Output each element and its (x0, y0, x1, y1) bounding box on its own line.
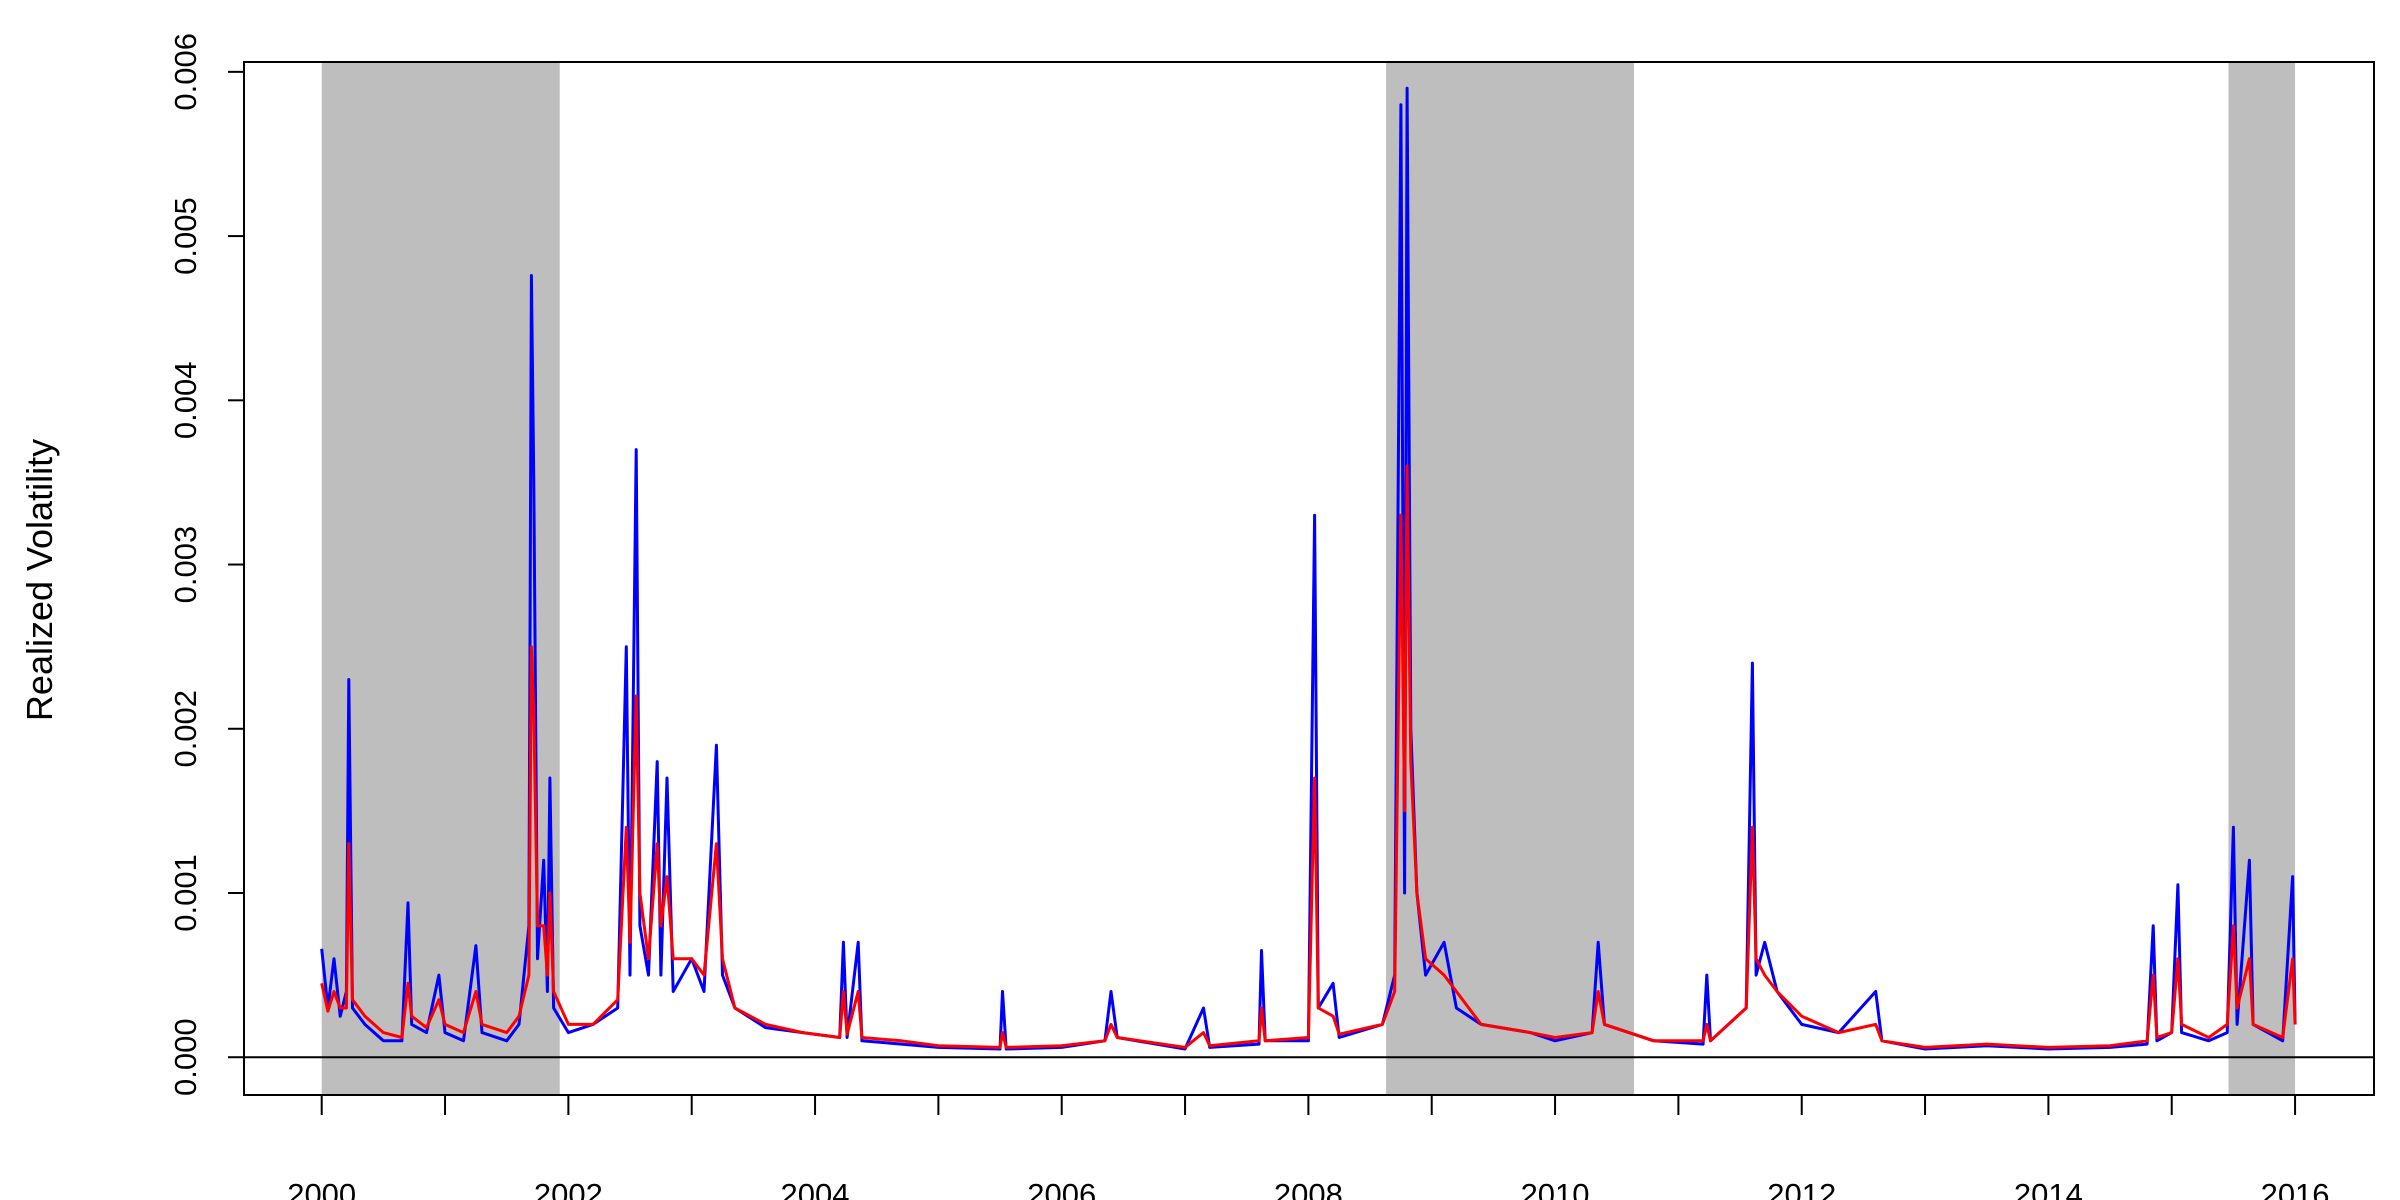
x-tick-label: 2014 (2014, 1177, 2083, 1200)
y-tick-label: 0.006 (168, 33, 203, 111)
y-axis-label: Realized Volatility (19, 439, 60, 721)
x-tick-label: 2012 (1767, 1177, 1836, 1200)
series-line (320, 86, 2297, 1051)
y-tick-label: 0.003 (168, 526, 203, 604)
y-tick-label: 0.005 (168, 197, 203, 275)
x-tick-label: 2004 (781, 1177, 850, 1200)
shaded-region (2228, 62, 2296, 1095)
y-tick-label: 0.001 (168, 854, 203, 932)
plot-frame (243, 61, 2375, 1096)
series-line (320, 464, 2297, 1049)
y-tick-label: 0.004 (168, 362, 203, 440)
y-tick-label: 0.000 (168, 1018, 203, 1096)
x-tick-label: 2010 (1521, 1177, 1590, 1200)
x-tick-label: 2016 (2261, 1177, 2330, 1200)
x-tick-label: 2002 (534, 1177, 603, 1200)
y-tick-label: 0.002 (168, 690, 203, 768)
x-tick-label: 2008 (1274, 1177, 1343, 1200)
shaded-region (321, 62, 560, 1095)
shaded-region (1386, 62, 1634, 1095)
x-tick-label: 2006 (1027, 1177, 1096, 1200)
x-tick-label: 2000 (287, 1177, 356, 1200)
